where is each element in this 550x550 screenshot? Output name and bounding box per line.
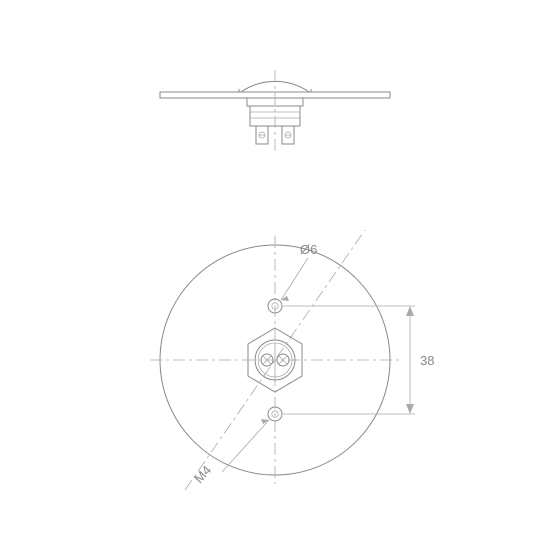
front-view: Ø6 M4 38 [150,230,434,490]
dimension-hole-diameter: Ø6 [281,242,317,301]
terminal-right [282,126,294,144]
terminal-left [256,126,268,144]
dimension-thread: M4 [191,419,269,486]
label-hole-spacing: 38 [420,353,434,368]
label-thread: M4 [191,463,214,486]
side-view [160,70,390,155]
label-hole-diameter: Ø6 [300,242,317,257]
technical-drawing: Ø6 M4 38 [0,0,550,550]
